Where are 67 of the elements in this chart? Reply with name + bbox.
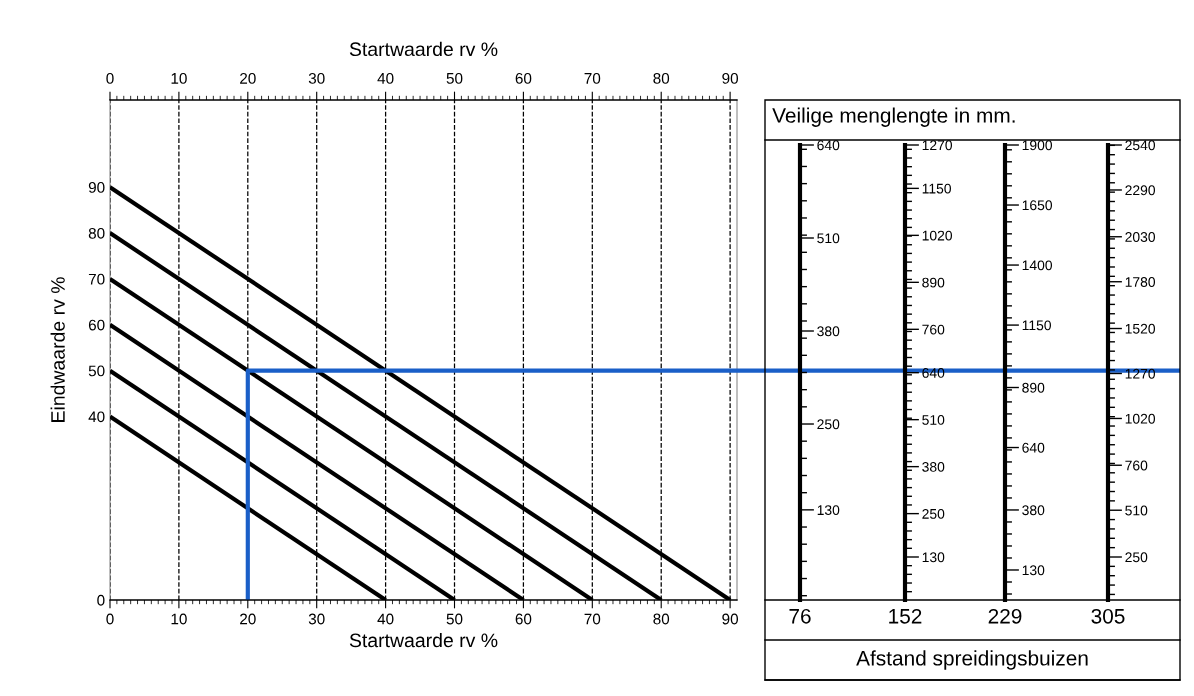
x-axis-title: Startwaarde rv %: [349, 632, 498, 648]
y-tick-label: 90: [88, 182, 105, 193]
x2-tick-label: 60: [515, 72, 532, 84]
x-tick-label: 70: [584, 613, 601, 625]
y-tick-label: 1150: [1022, 320, 1051, 331]
x-tick-label: 76: [789, 608, 811, 624]
y-tick-label: 250: [817, 419, 840, 430]
y-tick-label: 760: [922, 324, 945, 335]
x2-tick-label: 20: [240, 72, 256, 84]
chart-title: Veilige menglengte in mm.: [772, 107, 1015, 127]
x-tick-label: 152: [889, 608, 922, 624]
x2-tick-label: 90: [722, 72, 739, 84]
y-tick-label: 890: [922, 277, 945, 288]
y-tick-label: 510: [922, 415, 945, 425]
y-axis-title: Eindwaarde rv %: [50, 277, 65, 422]
x-tick-label: 50: [446, 613, 463, 625]
y-tick-label: 890: [1022, 382, 1045, 393]
y-tick-label: 380: [817, 326, 840, 337]
x-tick-label: 40: [377, 613, 394, 625]
y-tick-label: 1400: [1022, 260, 1053, 271]
y-tick-label: 640: [1022, 442, 1045, 453]
y-tick-label: 1520: [1125, 323, 1156, 334]
text: Afstand spreidingsbuizen: [856, 650, 1088, 670]
x2-axis-title: Startwaarde rv %: [349, 41, 498, 57]
y-tick-label: 60: [88, 319, 105, 331]
y-tick-label: 70: [88, 273, 105, 285]
y-tick-label: 40: [88, 411, 105, 423]
y-tick-label: 250: [922, 508, 945, 519]
y-tick-label: 0: [97, 594, 105, 606]
y-tick-label: 2030: [1125, 232, 1156, 242]
y-tick-label: 1900: [1022, 140, 1053, 151]
y-tick-label: 2290: [1125, 185, 1156, 196]
y-tick-label: 760: [1125, 460, 1148, 471]
y-tick-label: 1270: [922, 140, 953, 151]
x2-tick-label: 50: [446, 72, 463, 84]
y-tick-label: 640: [817, 140, 840, 151]
y-tick-label: 130: [922, 552, 945, 563]
x2-tick-label: 0: [106, 72, 114, 84]
y-tick-label: 510: [1125, 505, 1148, 516]
x-tick-label: 60: [515, 613, 532, 625]
y-tick-label: 1150: [922, 183, 951, 194]
x-tick-label: 229: [988, 608, 1022, 624]
y-tick-label: 380: [922, 461, 945, 472]
x2-tick-label: 30: [308, 72, 325, 84]
x-tick-label: 10: [171, 613, 187, 625]
y-tick-label: 130: [1022, 565, 1045, 576]
y-tick-label: 50: [88, 365, 105, 377]
y-tick-label: 1020: [1125, 413, 1156, 424]
y-tick-label: 1020: [922, 230, 953, 241]
x2-tick-label: 10: [171, 72, 187, 84]
x-tick-label: 30: [308, 613, 325, 625]
x2-tick-label: 40: [377, 72, 394, 84]
x2-tick-label: 80: [653, 72, 670, 84]
x-tick-label: 0: [106, 613, 114, 625]
y-tick-label: 80: [88, 227, 105, 239]
y-tick-label: 510: [817, 233, 840, 244]
y-tick-label: 250: [1125, 552, 1148, 563]
x2-tick-label: 70: [584, 72, 601, 84]
y-tick-label: 130: [817, 505, 840, 516]
y-tick-label: 380: [1022, 505, 1045, 516]
y-tick-label: 1780: [1125, 277, 1156, 287]
x-tick-label: 305: [1091, 608, 1125, 624]
x-tick-label: 20: [240, 613, 256, 625]
y-tick-label: 2540: [1125, 140, 1156, 151]
x-tick-label: 80: [653, 613, 670, 625]
x-tick-label: 90: [722, 613, 739, 625]
y-tick-label: 1650: [1022, 200, 1053, 211]
